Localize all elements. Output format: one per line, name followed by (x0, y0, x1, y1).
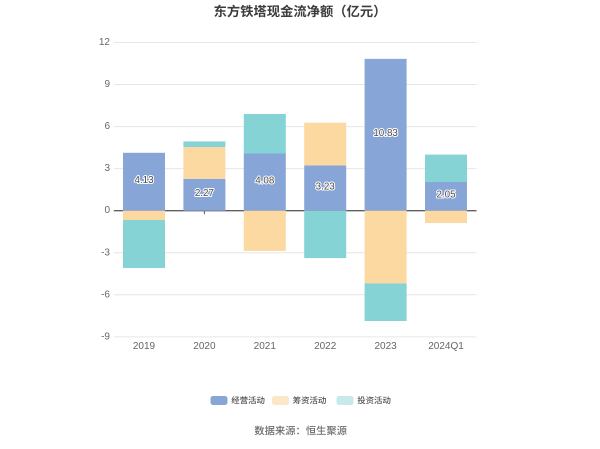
svg-text:9: 9 (104, 79, 110, 90)
svg-text:-6: -6 (101, 289, 110, 300)
svg-text:2020: 2020 (193, 341, 216, 352)
svg-text:4.08: 4.08 (255, 176, 275, 187)
svg-text:6: 6 (104, 121, 110, 132)
svg-text:4.13: 4.13 (134, 175, 154, 186)
svg-text:3.23: 3.23 (316, 182, 336, 193)
svg-text:2023: 2023 (374, 341, 397, 352)
svg-text:-9: -9 (101, 331, 110, 342)
svg-text:2.27: 2.27 (195, 188, 214, 199)
svg-text:2019: 2019 (133, 341, 156, 352)
svg-text:10.83: 10.83 (373, 128, 398, 139)
svg-text:0: 0 (104, 205, 110, 216)
svg-text:-3: -3 (101, 247, 110, 258)
svg-text:3: 3 (104, 163, 110, 174)
svg-text:2024Q1: 2024Q1 (428, 341, 464, 352)
svg-text:2.05: 2.05 (436, 190, 456, 201)
svg-text:2021: 2021 (254, 341, 277, 352)
svg-text:12: 12 (99, 37, 111, 48)
svg-text:2022: 2022 (314, 341, 337, 352)
